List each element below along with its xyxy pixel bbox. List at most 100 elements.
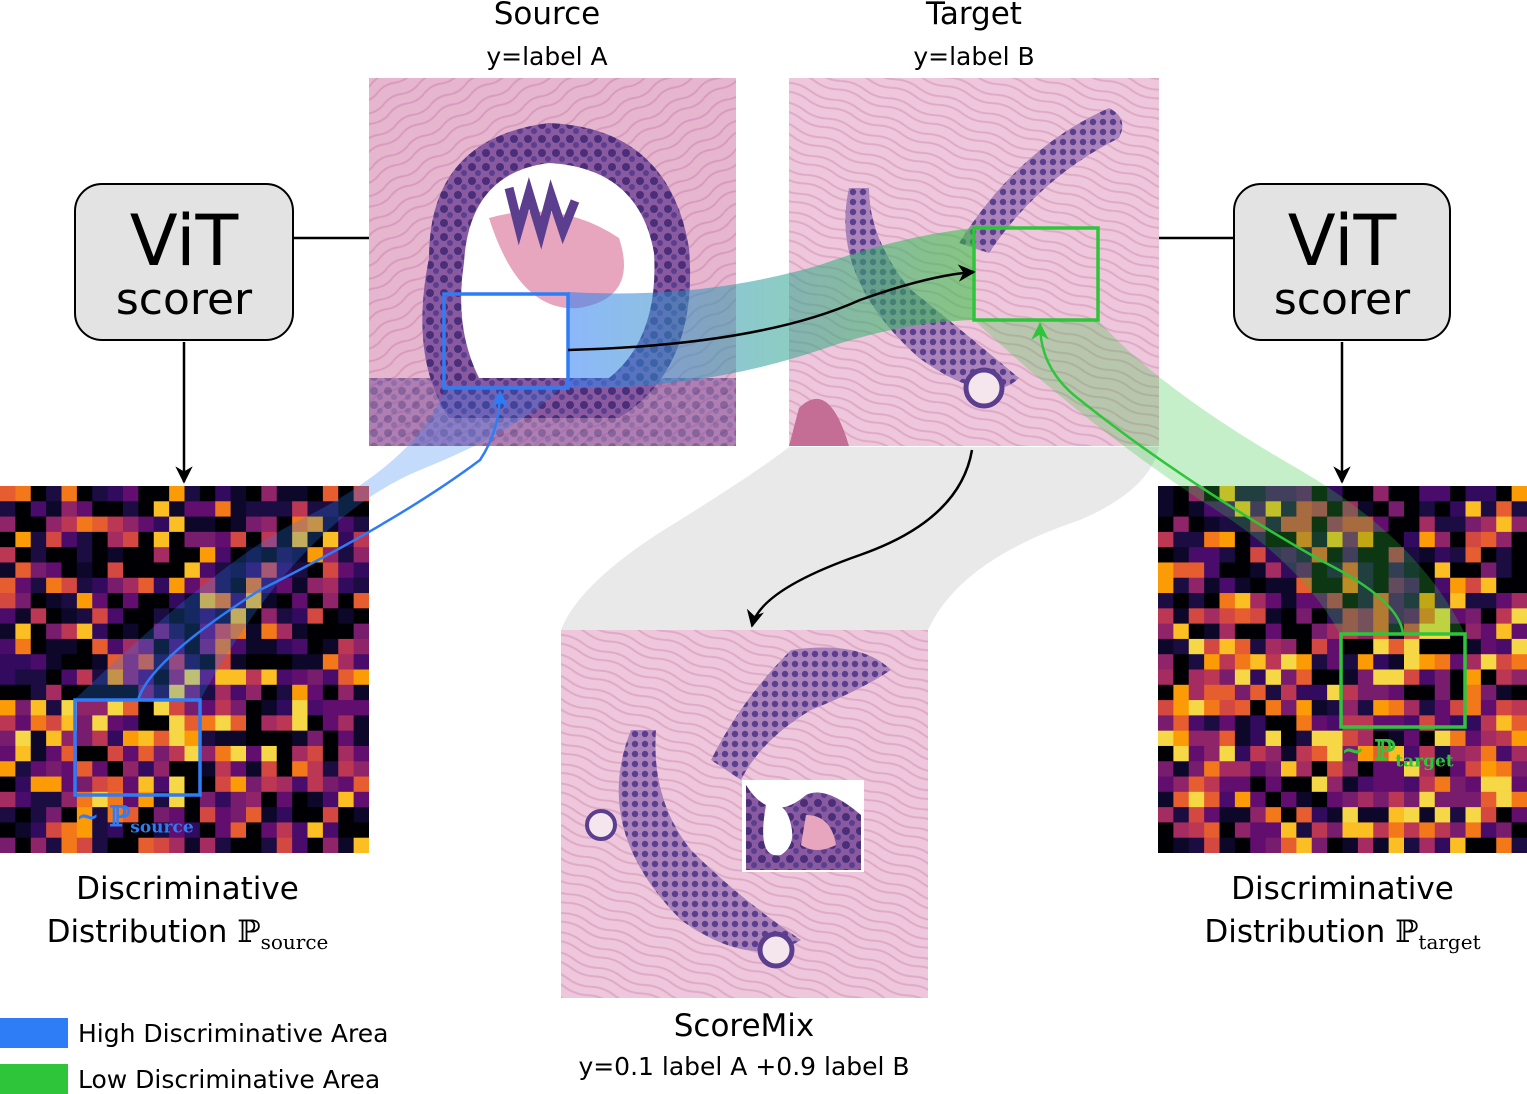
heatmap-cell xyxy=(107,577,124,594)
heatmap-cell xyxy=(1327,547,1344,563)
heatmap-cell xyxy=(261,669,278,686)
heatmap-cell xyxy=(153,761,170,778)
heatmap-cell xyxy=(1357,761,1374,778)
heatmap-cell xyxy=(1265,654,1282,670)
heatmap-cell xyxy=(1388,700,1405,716)
heatmap-cell xyxy=(1311,593,1328,609)
heatmap-cell xyxy=(1434,807,1451,823)
heatmap-cell xyxy=(153,623,170,640)
heatmap-cell xyxy=(1265,807,1282,823)
heatmap-cell xyxy=(292,791,309,808)
heatmap-cell xyxy=(1511,593,1527,609)
heatmap-cell xyxy=(1511,837,1527,854)
heatmap-cell xyxy=(1311,837,1328,854)
heatmap-cell xyxy=(92,684,109,701)
heatmap-cell xyxy=(1450,669,1467,686)
heatmap-cell xyxy=(1496,623,1513,640)
heatmap-cell xyxy=(322,837,339,854)
heatmap-cell xyxy=(276,638,293,655)
heatmap-cell xyxy=(0,486,16,502)
heatmap-cell xyxy=(1511,700,1527,716)
heatmap-cell xyxy=(1311,730,1328,747)
heatmap-cell xyxy=(1219,715,1236,732)
heatmap-cell xyxy=(15,501,32,518)
heatmap-cell xyxy=(138,700,155,716)
heatmap-cell xyxy=(230,684,247,701)
heatmap-cell xyxy=(1250,623,1267,640)
heatmap-cell xyxy=(46,730,63,747)
heatmap-cell xyxy=(1158,516,1174,533)
heatmap-cell xyxy=(199,807,216,823)
heatmap-cell xyxy=(1265,791,1282,808)
heatmap-cell xyxy=(107,547,124,563)
heatmap-cell xyxy=(1419,761,1436,778)
heatmap-cell xyxy=(1357,531,1374,548)
heatmap-cell xyxy=(353,501,370,518)
heatmap-cell xyxy=(1373,761,1390,778)
vit-scorer-right: ViT scorer xyxy=(1233,183,1451,341)
heatmap-cell xyxy=(338,623,355,640)
heatmap-cell xyxy=(1188,577,1205,594)
heatmap-cell xyxy=(1219,807,1236,823)
heatmap-cell xyxy=(199,547,216,563)
heatmap-cell xyxy=(1465,562,1482,579)
heatmap-cell xyxy=(353,593,370,609)
heatmap-cell xyxy=(1342,822,1359,839)
heatmap-cell xyxy=(1419,562,1436,579)
heatmap-cell xyxy=(261,623,278,640)
heatmap-cell xyxy=(1419,669,1436,686)
heatmap-cell xyxy=(169,577,186,594)
heatmap-cell xyxy=(338,547,355,563)
heatmap-cell xyxy=(1480,486,1497,502)
heatmap-cell xyxy=(1511,486,1527,502)
heatmap-cell xyxy=(1404,822,1420,839)
heatmap-cell xyxy=(15,531,32,548)
heatmap-cell xyxy=(1480,531,1497,548)
source-band xyxy=(74,388,560,700)
heatmap-cell xyxy=(353,822,370,839)
heatmap-cell xyxy=(46,761,63,778)
heatmap-cell xyxy=(307,608,324,625)
heatmap-cell xyxy=(1234,745,1251,762)
heatmap-cell xyxy=(1296,791,1313,808)
heatmap-cell xyxy=(0,807,16,823)
heatmap-cell xyxy=(1388,654,1405,670)
heatmap-cell xyxy=(15,837,32,854)
heatmap-cell xyxy=(1419,745,1436,762)
heatmap-cell xyxy=(261,745,278,762)
heatmap-cell xyxy=(1234,547,1251,563)
heatmap-cell xyxy=(1496,791,1513,808)
heatmap-cell xyxy=(123,531,139,548)
heatmap-cell xyxy=(15,669,32,686)
heatmap-cell xyxy=(1434,822,1451,839)
heatmap-cell xyxy=(261,547,278,563)
heatmap-cell xyxy=(30,547,47,563)
heatmap-cell xyxy=(1158,776,1174,793)
heatmap-cell xyxy=(1158,623,1174,640)
heatmap-cell xyxy=(138,822,155,839)
heatmap-cell xyxy=(1327,623,1344,640)
heatmap-cell xyxy=(138,761,155,778)
heatmap-cell xyxy=(1250,608,1267,625)
heatmap-cell xyxy=(1281,608,1297,625)
heatmap-cell xyxy=(261,593,278,609)
heatmap-cell xyxy=(138,623,155,640)
heatmap-cell xyxy=(322,593,339,609)
heatmap-cell xyxy=(1450,791,1467,808)
heatmap-cell xyxy=(1465,807,1482,823)
heatmap-cell xyxy=(215,715,232,732)
heatmap-cell xyxy=(92,593,109,609)
heatmap-cell xyxy=(338,761,355,778)
heatmap-cell xyxy=(1188,638,1205,655)
heatmap-cell xyxy=(199,593,216,609)
heatmap-cell xyxy=(1373,791,1390,808)
heatmap-cell xyxy=(1480,608,1497,625)
heatmap-cell xyxy=(153,822,170,839)
heatmap-cell xyxy=(338,715,355,732)
heatmap-cell xyxy=(1219,654,1236,670)
heatmap-cell xyxy=(123,730,139,747)
heatmap-cell xyxy=(1204,715,1221,732)
heatmap-cell xyxy=(1465,486,1482,502)
heatmap-cell xyxy=(15,577,32,594)
heatmap-cell xyxy=(184,516,201,533)
